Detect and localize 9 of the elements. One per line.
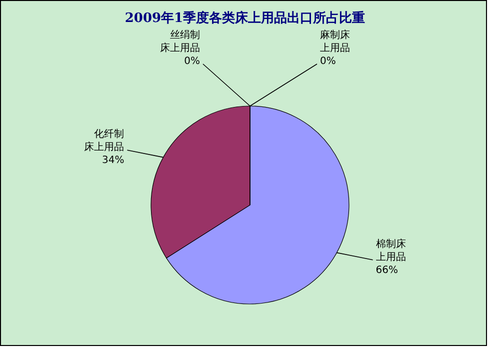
data-label: 34% [102, 155, 124, 166]
category-label: 丝绢制床上用品 [160, 30, 200, 54]
slice-label: 化纤制床上用品 [84, 128, 124, 154]
category-label: 麻制床上用品 [320, 30, 350, 54]
text: 0% [184, 56, 200, 67]
text: 0% [320, 56, 336, 67]
slice-label: 棉制床上用品 [376, 238, 406, 263]
chart-title: 2009年1季度各类床上用品出口所占比重 [124, 10, 366, 26]
data-label: 66% [376, 264, 398, 276]
